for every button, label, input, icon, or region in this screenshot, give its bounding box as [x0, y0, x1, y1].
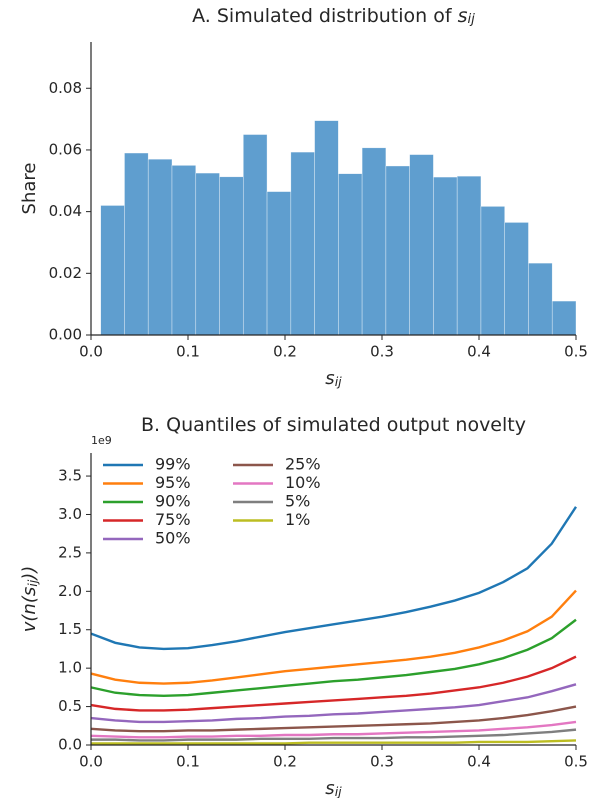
label-part: s: [19, 587, 40, 596]
x-tick-label: 0.2: [273, 343, 297, 361]
x-axis-label: sij: [325, 778, 342, 798]
y-tick-label: 0.08: [49, 79, 82, 97]
label-part: ij: [335, 374, 342, 389]
y-tick-label: 0.0: [58, 736, 82, 754]
legend-label: 25%: [285, 455, 321, 474]
x-tick-label: 0.5: [564, 343, 588, 361]
bar: [219, 176, 244, 336]
y-tick-label: 2.0: [58, 582, 82, 600]
legend-label: 5%: [285, 492, 310, 511]
y-tick-label: 0.02: [49, 264, 82, 282]
chart-title: B. Quantiles of simulated output novelty: [141, 414, 526, 436]
x-tick-label: 0.5: [564, 753, 588, 771]
label-part: ij: [335, 784, 342, 798]
y-tick-label: 2.5: [58, 543, 82, 561]
y-tick-label: 0.04: [49, 202, 82, 220]
bar: [504, 222, 529, 336]
bar: [551, 300, 577, 336]
x-tick-label: 0.4: [467, 343, 491, 361]
x-tick-label: 0.4: [467, 753, 491, 771]
x-tick-label: 0.0: [79, 753, 103, 771]
label-part: A. Simulated distribution of: [192, 5, 453, 27]
y-tick-label: 1.5: [58, 620, 82, 638]
bar: [385, 165, 410, 336]
x-tick-label: 0.2: [273, 753, 297, 771]
legend-label: 75%: [155, 510, 191, 529]
bar: [195, 172, 220, 336]
y-axis-label: v(n(sij)): [19, 566, 40, 633]
legend-label: 99%: [155, 455, 191, 474]
bar: [290, 151, 315, 336]
label-part: ij: [25, 579, 40, 586]
bar: [528, 262, 553, 336]
line: [90, 589, 577, 685]
bar: [433, 176, 458, 336]
x-tick-label: 0.0: [79, 343, 103, 361]
x-tick-label: 0.1: [176, 343, 200, 361]
bar: [409, 154, 434, 336]
bar: [171, 165, 197, 336]
label-part: ij: [467, 12, 475, 27]
line: [91, 728, 577, 742]
y-tick-label: 1.0: [58, 659, 82, 677]
legend-label: 90%: [155, 492, 191, 511]
label-part: B. Quantiles of simulated output novelty: [141, 414, 526, 436]
line: [90, 655, 577, 712]
y-tick-label: 0.00: [49, 326, 82, 344]
line: [91, 739, 577, 745]
y-tick-label: 3.0: [58, 505, 82, 523]
chart-title: A. Simulated distribution of sij: [192, 5, 475, 28]
bar: [242, 134, 268, 336]
bar: [266, 191, 292, 336]
bar: [480, 206, 506, 336]
line: [90, 683, 577, 724]
x-tick-label: 0.1: [176, 753, 200, 771]
label-part: s: [458, 5, 468, 27]
bar: [147, 158, 173, 336]
bar: [361, 147, 387, 336]
label-part: s: [325, 778, 334, 798]
x-tick-label: 0.3: [370, 343, 394, 361]
x-tick-label: 0.3: [370, 753, 394, 771]
legend-label: 50%: [155, 529, 191, 548]
line: [90, 618, 577, 698]
y-offset-label: 1e9: [91, 434, 112, 447]
legend-label: 10%: [285, 473, 321, 492]
line: [90, 705, 577, 733]
bar: [314, 120, 339, 336]
bar: [124, 152, 149, 336]
legend-label: 1%: [285, 510, 310, 529]
label-part: Share: [19, 163, 40, 215]
y-axis-label: Share: [19, 163, 40, 215]
bar: [456, 175, 482, 336]
bar: [100, 205, 125, 336]
legend-label: 95%: [155, 473, 191, 492]
line: [90, 720, 577, 739]
label-part: s: [325, 368, 334, 389]
bar: [338, 173, 363, 336]
x-axis-label: sij: [325, 368, 342, 389]
y-tick-label: 0.06: [49, 140, 82, 158]
label-part: v(n(: [19, 595, 40, 632]
label-part: )): [19, 566, 40, 582]
y-tick-label: 3.5: [58, 467, 82, 485]
line: [90, 506, 578, 651]
y-tick-label: 0.5: [58, 697, 82, 715]
